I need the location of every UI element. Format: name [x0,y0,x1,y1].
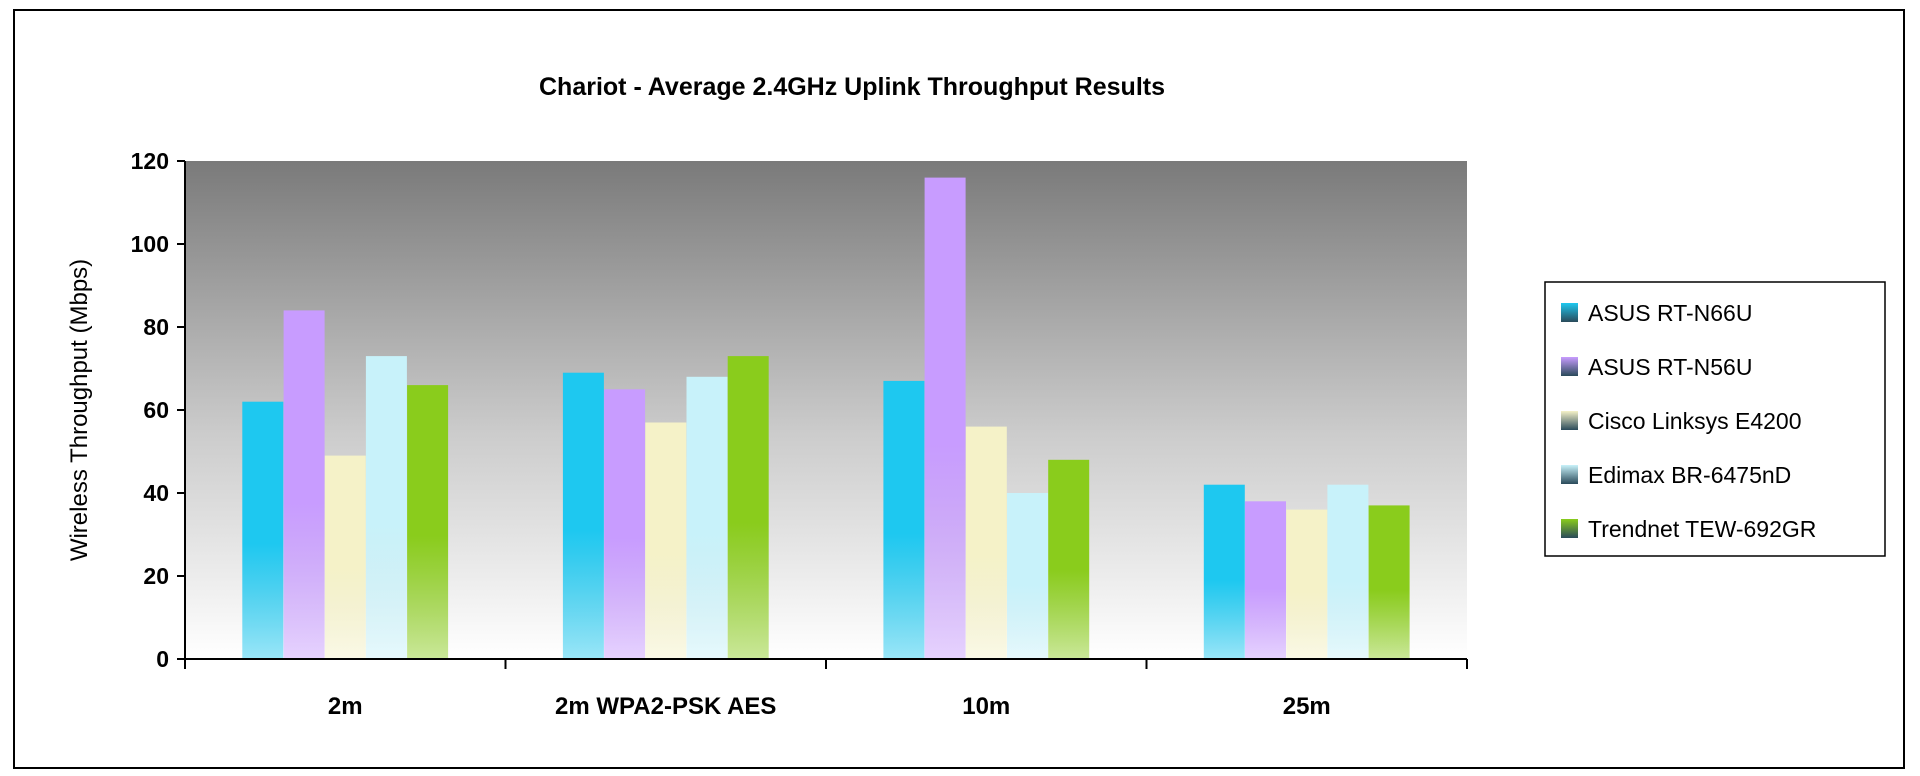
bar-asus-rt-n56u-1 [604,389,646,660]
y-tick-label-6: 120 [131,148,169,174]
bar-trendnet-tew-692gr-3 [1368,505,1410,659]
x-categories: 2m 2m WPA2-PSK AES 10m 25m [184,659,1468,720]
bar-cisco-linksys-e4200-3 [1286,509,1328,659]
y-tick-label-3: 60 [143,397,169,423]
bar-asus-rt-n56u-0 [283,310,325,659]
bar-asus-rt-n56u-3 [1245,501,1286,659]
bar-trendnet-tew-692gr-2 [1048,459,1090,659]
legend-box [1544,281,1886,557]
bar-asus-rt-n66u-1 [562,372,604,659]
y-tick-label-0: 0 [156,646,169,672]
x-category-label-3: 25m [1283,693,1331,720]
bar-asus-rt-n66u-3 [1203,484,1245,659]
bars [242,177,1410,660]
y-tick-label-1: 20 [143,563,169,589]
bar-edimax-br-6475nd-3 [1327,484,1369,659]
legend-label-2: Cisco Linksys E4200 [1588,408,1802,434]
legend-label-3: Edimax BR-6475nD [1588,462,1791,488]
bar-trendnet-tew-692gr-0 [407,385,449,659]
bar-edimax-br-6475nd-2 [1007,493,1048,659]
bar-asus-rt-n66u-2 [883,380,925,659]
x-category-label-0: 2m [328,693,363,720]
legend-label-1: ASUS RT-N56U [1588,354,1752,380]
y-tick-label-2: 40 [143,480,169,506]
chart-title: Chariot - Average 2.4GHz Uplink Throughp… [539,73,1165,101]
y-ticks: 0 20 40 60 80 100 120 [131,148,185,672]
legend-label-4: Trendnet TEW-692GR [1588,516,1816,542]
x-category-label-1: 2m WPA2-PSK AES [555,693,776,720]
bar-cisco-linksys-e4200-1 [645,422,687,659]
bar-trendnet-tew-692gr-1 [727,356,769,659]
legend-label-0: ASUS RT-N66U [1588,300,1752,326]
y-tick-label-5: 100 [131,231,169,257]
bar-cisco-linksys-e4200-0 [324,455,366,659]
bar-asus-rt-n56u-2 [924,177,966,659]
legend-swatch-4 [1561,519,1578,538]
legend-swatch-1 [1561,357,1578,376]
legend-swatch-0 [1561,303,1578,322]
y-tick-label-4: 80 [143,314,169,340]
bar-edimax-br-6475nd-0 [365,356,407,659]
legend-swatch-2 [1561,411,1578,430]
x-category-label-2: 10m [962,693,1010,720]
y-axis-label: Wireless Throughput (Mbps) [66,259,93,561]
bar-cisco-linksys-e4200-2 [965,426,1007,659]
bar-edimax-br-6475nd-1 [686,376,728,659]
legend: ASUS RT-N66U ASUS RT-N56U Cisco Linksys E4… [1544,281,1886,557]
legend-swatch-3 [1561,465,1578,484]
bar-asus-rt-n66u-0 [242,401,284,659]
